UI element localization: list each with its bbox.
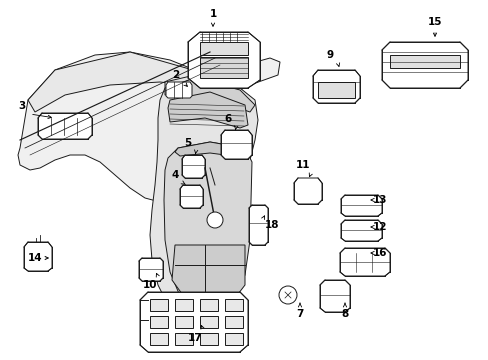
Polygon shape [312,70,359,103]
Polygon shape [164,78,254,112]
Polygon shape [172,245,244,298]
Polygon shape [175,316,193,328]
Polygon shape [139,258,163,281]
Text: 16: 16 [372,248,386,258]
Polygon shape [224,333,243,345]
Text: 4: 4 [171,170,178,180]
Polygon shape [389,55,459,68]
Polygon shape [200,57,247,78]
Polygon shape [187,32,260,88]
Polygon shape [28,52,209,112]
Text: 2: 2 [172,70,179,80]
Polygon shape [200,299,218,311]
Text: 17: 17 [187,333,202,343]
Polygon shape [150,299,168,311]
Polygon shape [340,195,381,216]
Polygon shape [24,242,52,271]
Text: 11: 11 [295,160,309,170]
Polygon shape [150,333,168,345]
Polygon shape [221,130,251,159]
Polygon shape [200,42,247,55]
Text: 8: 8 [341,309,348,319]
Polygon shape [38,113,92,139]
Polygon shape [165,82,192,98]
Text: 12: 12 [372,222,386,232]
Polygon shape [293,178,321,204]
Polygon shape [340,220,381,241]
Circle shape [279,286,296,304]
Polygon shape [381,42,467,88]
Polygon shape [224,299,243,311]
Text: 6: 6 [224,114,231,124]
Polygon shape [317,82,354,98]
Text: 9: 9 [326,50,333,60]
Polygon shape [163,142,251,308]
Text: 13: 13 [372,195,386,205]
Circle shape [206,212,223,228]
Polygon shape [339,248,389,276]
Text: 5: 5 [184,138,191,148]
Polygon shape [200,333,218,345]
Polygon shape [140,292,247,352]
Polygon shape [319,280,349,312]
Polygon shape [175,142,247,158]
Polygon shape [18,52,280,202]
Text: 10: 10 [142,280,157,290]
Polygon shape [168,92,247,128]
Polygon shape [248,205,267,245]
Text: 1: 1 [209,9,216,19]
Polygon shape [175,299,193,311]
Polygon shape [175,333,193,345]
Text: 15: 15 [427,17,441,27]
Polygon shape [150,75,258,318]
Polygon shape [180,185,203,208]
Polygon shape [200,316,218,328]
Text: 18: 18 [264,220,279,230]
Text: 14: 14 [28,253,42,263]
Polygon shape [224,316,243,328]
Text: 7: 7 [296,309,303,319]
Text: 3: 3 [19,101,25,111]
Polygon shape [150,316,168,328]
Polygon shape [182,155,204,178]
